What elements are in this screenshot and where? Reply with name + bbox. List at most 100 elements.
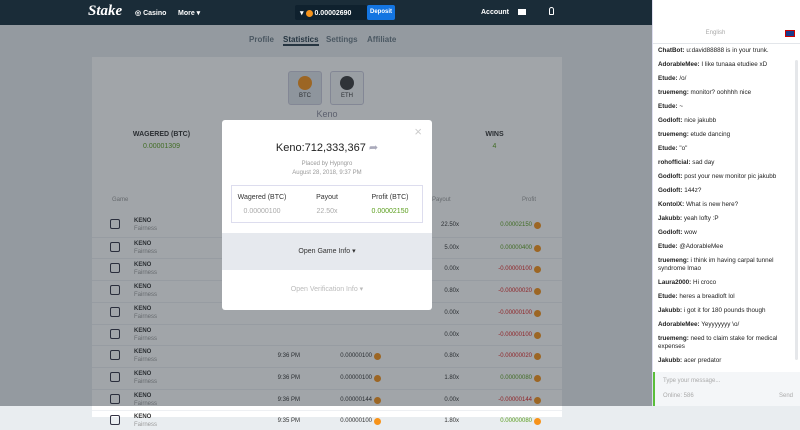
mail-icon[interactable] bbox=[518, 9, 526, 15]
toggle-text: Open Verification Info bbox=[290, 286, 358, 293]
send-btn[interactable]: Send bbox=[779, 393, 794, 399]
tab[interactable]: Settings bbox=[326, 35, 358, 44]
chat-text: yeah lofty :P bbox=[683, 215, 719, 222]
chat-message: Laura2000: Hi croco bbox=[653, 276, 793, 290]
game-icon bbox=[110, 285, 120, 296]
balance-value: 0.00002690 bbox=[314, 10, 352, 17]
chat-user[interactable]: Jakubb: bbox=[658, 307, 683, 314]
chat-user[interactable]: Jakubb: bbox=[658, 215, 683, 222]
coin-icon bbox=[374, 396, 381, 404]
chat-message: Jakubb: acer predator bbox=[653, 354, 793, 368]
game-name[interactable]: KENO bbox=[134, 305, 152, 312]
bet-time: 9:36 PM bbox=[277, 353, 300, 360]
chat-user[interactable]: Godloft: bbox=[658, 173, 683, 180]
game-icon bbox=[110, 415, 120, 426]
tab[interactable]: Affiliate bbox=[367, 35, 397, 44]
scrollbar[interactable] bbox=[795, 60, 798, 360]
chat-user[interactable]: Etude: bbox=[658, 243, 678, 250]
payout: 0.80x bbox=[444, 353, 459, 360]
chat-input[interactable]: Type your message... bbox=[663, 378, 721, 384]
bulb-icon[interactable] bbox=[549, 7, 554, 15]
payout: 0.00x bbox=[444, 396, 459, 403]
fairness-link[interactable]: Fairness bbox=[134, 357, 158, 364]
nav-link[interactable]: Account bbox=[481, 9, 509, 16]
chat-message: Jakubb: yeah lofty :P bbox=[653, 212, 793, 226]
stat-value: 0.00001309 bbox=[143, 143, 180, 150]
balance[interactable]: ▾ 0.00002690 bbox=[295, 5, 367, 20]
flag[interactable] bbox=[785, 30, 795, 37]
fairness-link[interactable]: Fairness bbox=[134, 400, 158, 407]
profit: 0.00000080 bbox=[500, 418, 532, 425]
profit: -0.00000100 bbox=[498, 309, 532, 316]
fairness-link[interactable]: Fairness bbox=[134, 313, 158, 320]
bet-date: August 28, 2018, 9:37 PM bbox=[292, 170, 362, 176]
chat-user[interactable]: truemeng: bbox=[658, 89, 689, 96]
logo[interactable]: Stake bbox=[88, 3, 123, 19]
game-name[interactable]: KENO bbox=[134, 327, 152, 334]
game-icon bbox=[110, 241, 120, 252]
stat-value: 4 bbox=[492, 143, 497, 150]
chat-user[interactable]: KontolX: bbox=[658, 201, 685, 208]
chat-user[interactable]: Laura2000: bbox=[658, 279, 692, 286]
game-name[interactable]: KENO bbox=[134, 392, 152, 399]
chat-user[interactable]: truemeng: bbox=[658, 257, 689, 264]
chat-user[interactable]: Godloft: bbox=[658, 117, 683, 124]
payout: 0.00x bbox=[444, 331, 459, 338]
chat-user[interactable]: truemeng: bbox=[658, 131, 689, 138]
game-name[interactable]: KENO bbox=[134, 370, 152, 377]
game-name[interactable]: KENO bbox=[134, 218, 152, 224]
nav-link[interactable]: ◎ Casino bbox=[135, 10, 167, 17]
game-name[interactable]: KENO bbox=[134, 349, 152, 356]
game-name[interactable]: KENO bbox=[134, 414, 152, 421]
language[interactable]: English bbox=[705, 30, 726, 36]
chat-user[interactable]: rohofficial: bbox=[658, 159, 691, 166]
game-icon bbox=[110, 263, 120, 274]
coin-icon bbox=[534, 396, 541, 404]
stat-label: WAGERED (BTC) bbox=[132, 131, 191, 138]
chat-user[interactable]: Jakubb: bbox=[658, 357, 683, 364]
game-info-toggle[interactable]: Open Game Info ▾ bbox=[222, 233, 432, 270]
fairness-link[interactable]: Fairness bbox=[134, 226, 158, 232]
profit: 0.00000400 bbox=[500, 244, 532, 251]
tab-active[interactable]: Statistics bbox=[283, 35, 319, 46]
chat-user[interactable]: AdorableMee: bbox=[658, 321, 700, 328]
chat-user[interactable]: AdorableMee: bbox=[658, 61, 700, 68]
summary-value: 0.00002150 bbox=[371, 208, 409, 215]
game-name[interactable]: KENO bbox=[134, 284, 152, 291]
chat-text: u:david88888 is in your trunk. bbox=[686, 47, 769, 54]
chat-user[interactable]: Etude: bbox=[658, 293, 678, 300]
fairness-link[interactable]: Fairness bbox=[134, 378, 158, 385]
chat-input-area: Type your message... Online: 586 Send bbox=[653, 372, 800, 406]
currency-btn[interactable]: BTC bbox=[288, 71, 322, 105]
toggle-text: Open Game Info bbox=[298, 248, 351, 255]
currency-btn[interactable]: ETH bbox=[330, 71, 364, 105]
chat-text: Yeyyyyyyy \o/ bbox=[701, 321, 740, 328]
chat-user[interactable]: Etude: bbox=[658, 145, 678, 152]
tab[interactable]: Profile bbox=[249, 35, 274, 44]
placed-by: Placed by Hypngro bbox=[301, 161, 353, 167]
fairness-link[interactable]: Fairness bbox=[134, 270, 158, 277]
fairness-link[interactable]: Fairness bbox=[134, 248, 158, 255]
fairness-link[interactable]: Fairness bbox=[134, 422, 158, 429]
chat-text: /o/ bbox=[679, 75, 687, 82]
payout: 0.00x bbox=[444, 309, 459, 316]
chat-user[interactable]: Godloft: bbox=[658, 229, 683, 236]
chat-message: rohofficial: sad day bbox=[653, 156, 793, 170]
verification-toggle[interactable]: Open Verification Info ▾ bbox=[290, 286, 364, 293]
chat-user[interactable]: Etude: bbox=[658, 75, 678, 82]
game-name[interactable]: KENO bbox=[134, 240, 152, 247]
close-btn[interactable]: × bbox=[414, 124, 422, 139]
chat-user[interactable]: Etude: bbox=[658, 103, 678, 110]
chat-text: wow bbox=[684, 229, 697, 236]
chat-message: AdorableMee: I like tunaaa etudiee xD bbox=[653, 58, 793, 72]
fairness-link[interactable]: Fairness bbox=[134, 335, 158, 342]
nav-link[interactable]: More ▾ bbox=[178, 10, 201, 17]
fairness-link[interactable]: Fairness bbox=[134, 292, 158, 299]
chat-user[interactable]: ChatBot: bbox=[658, 47, 685, 54]
coin-icon bbox=[534, 244, 541, 252]
chat-user[interactable]: truemeng: bbox=[658, 335, 689, 342]
deposit-btn[interactable]: Deposit bbox=[367, 5, 395, 20]
game-name[interactable]: KENO bbox=[134, 262, 152, 269]
chat-user[interactable]: Godloft: bbox=[658, 187, 683, 194]
payout: 1.80x bbox=[444, 418, 459, 425]
